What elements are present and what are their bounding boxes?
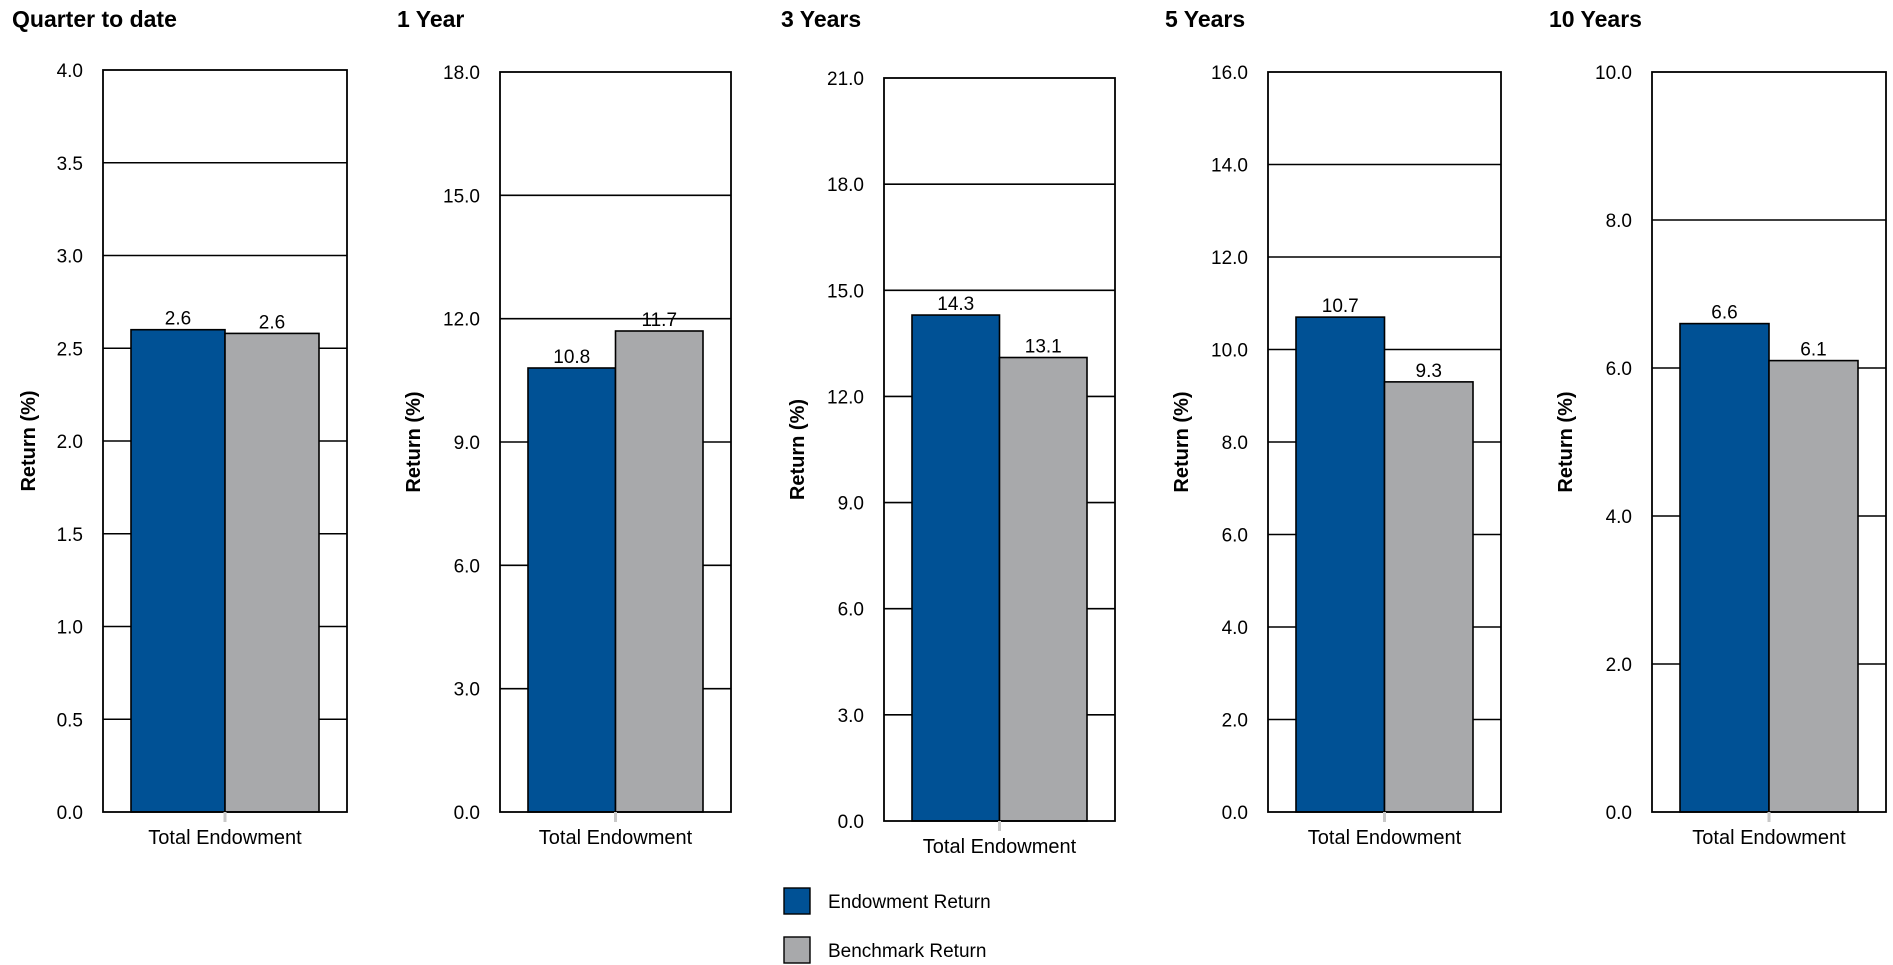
panel-2-bar-label-endowment: 10.8: [553, 347, 590, 368]
panel-1-y-tick-label: 0.0: [57, 803, 83, 824]
panel-5-y-tick-label: 10.0: [1595, 63, 1632, 84]
panel-4-y-tick-label: 2.0: [1222, 711, 1248, 732]
panel-2-y-tick-label: 9.0: [454, 433, 480, 454]
panel-2-bar-label-benchmark: 11.7: [641, 310, 677, 331]
panel-5-x-category-label: Total Endowment: [1692, 827, 1846, 849]
panel-2-y-axis-title: Return (%): [403, 391, 425, 492]
panel-5-y-axis-title: Return (%): [1555, 391, 1577, 492]
panel-4-y-tick-label: 10.0: [1211, 341, 1248, 362]
panel-3-x-category-label: Total Endowment: [923, 836, 1077, 858]
panel-5-y-tick-label: 2.0: [1606, 655, 1632, 676]
panel-2-y-tick-label: 12.0: [443, 310, 480, 331]
panel-5-title: 10 Years: [1549, 6, 1642, 32]
panel-4-y-tick-label: 4.0: [1222, 618, 1248, 639]
panel-5-bar-benchmark: [1768, 359, 1859, 813]
panel-3-y-tick-label: 15.0: [827, 281, 864, 302]
panel-3-y-tick-label: 0.0: [838, 812, 864, 833]
panel-3-bar-benchmark: [998, 356, 1088, 822]
panel-4-bar-label-endowment: 10.7: [1322, 296, 1359, 317]
panel-1-y-tick-label: 2.5: [57, 339, 83, 360]
panel-3-bar-label-benchmark: 13.1: [1025, 337, 1062, 358]
panel-5-y-tick-label: 8.0: [1606, 211, 1632, 232]
panel-4-bar-benchmark: [1383, 381, 1474, 813]
panel-4-x-category-label: Total Endowment: [1308, 827, 1462, 849]
panel-1-y-tick-label: 4.0: [57, 61, 83, 82]
panel-4-y-tick-label: 6.0: [1222, 526, 1248, 547]
panel-3-title: 3 Years: [781, 6, 861, 32]
panel-3-y-tick-label: 6.0: [838, 600, 864, 621]
panel-4-title: 5 Years: [1165, 6, 1245, 32]
panel-1-bar-endowment: [130, 328, 226, 813]
panel-2-bar-benchmark: [614, 330, 704, 813]
panel-1-x-category-label: Total Endowment: [148, 827, 302, 849]
panel-1-bar-label-endowment: 2.6: [165, 309, 191, 330]
panel-3-y-tick-label: 21.0: [827, 69, 864, 90]
panel-1-y-tick-label: 1.5: [57, 525, 83, 546]
panel-5-y-tick-label: 6.0: [1606, 359, 1632, 380]
panel-4-bar-label-benchmark: 9.3: [1416, 361, 1442, 382]
legend-swatch-endowment: [783, 887, 811, 915]
panel-3-bar-endowment: [911, 314, 1001, 822]
panel-3-bar-label-endowment: 14.3: [937, 294, 974, 315]
panel-4-y-axis-title: Return (%): [1171, 391, 1193, 492]
panel-1-y-tick-label: 0.5: [57, 710, 83, 731]
panel-4-y-tick-label: 14.0: [1211, 156, 1248, 177]
panel-1-y-tick-label: 2.0: [57, 432, 83, 453]
panel-2-y-tick-label: 15.0: [443, 186, 480, 207]
panel-1-y-tick-label: 1.0: [57, 618, 83, 639]
panel-2-y-tick-label: 0.0: [454, 803, 480, 824]
panel-2-title: 1 Year: [397, 6, 464, 32]
panel-1-y-tick-label: 3.5: [57, 154, 83, 175]
legend-label-endowment: Endowment Return: [828, 892, 991, 913]
panel-5-bar-endowment: [1679, 322, 1770, 813]
panel-1-y-axis-title: Return (%): [18, 390, 40, 491]
legend-swatch-benchmark: [783, 936, 811, 964]
panel-3-y-tick-label: 12.0: [827, 387, 864, 408]
panel-5-y-tick-label: 0.0: [1606, 803, 1632, 824]
panel-1-bar-benchmark: [224, 332, 320, 813]
panel-2-y-tick-label: 18.0: [443, 63, 480, 84]
panel-4-y-tick-label: 16.0: [1211, 63, 1248, 84]
panel-3-y-tick-label: 9.0: [838, 494, 864, 515]
legend-label-benchmark: Benchmark Return: [828, 941, 986, 962]
panel-5-bar-label-endowment: 6.6: [1711, 303, 1737, 324]
panel-1-y-tick-label: 3.0: [57, 247, 83, 268]
panel-3-y-axis-title: Return (%): [787, 399, 809, 500]
panel-4-y-tick-label: 0.0: [1222, 803, 1248, 824]
panel-3-y-tick-label: 3.0: [838, 706, 864, 727]
panel-5-bar-label-benchmark: 6.1: [1800, 340, 1826, 361]
panel-2-y-tick-label: 3.0: [454, 680, 480, 701]
panel-5-y-tick-label: 4.0: [1606, 507, 1632, 528]
panel-2-x-category-label: Total Endowment: [539, 827, 693, 849]
panel-1-bar-label-benchmark: 2.6: [259, 312, 285, 333]
panel-2-bar-endowment: [527, 367, 617, 813]
panel-4-y-tick-label: 12.0: [1211, 248, 1248, 269]
panel-2-y-tick-label: 6.0: [454, 556, 480, 577]
panel-3-y-tick-label: 18.0: [827, 175, 864, 196]
panel-1-title: Quarter to date: [12, 6, 177, 32]
panel-4-bar-endowment: [1295, 316, 1386, 813]
panel-4-y-tick-label: 8.0: [1222, 433, 1248, 454]
